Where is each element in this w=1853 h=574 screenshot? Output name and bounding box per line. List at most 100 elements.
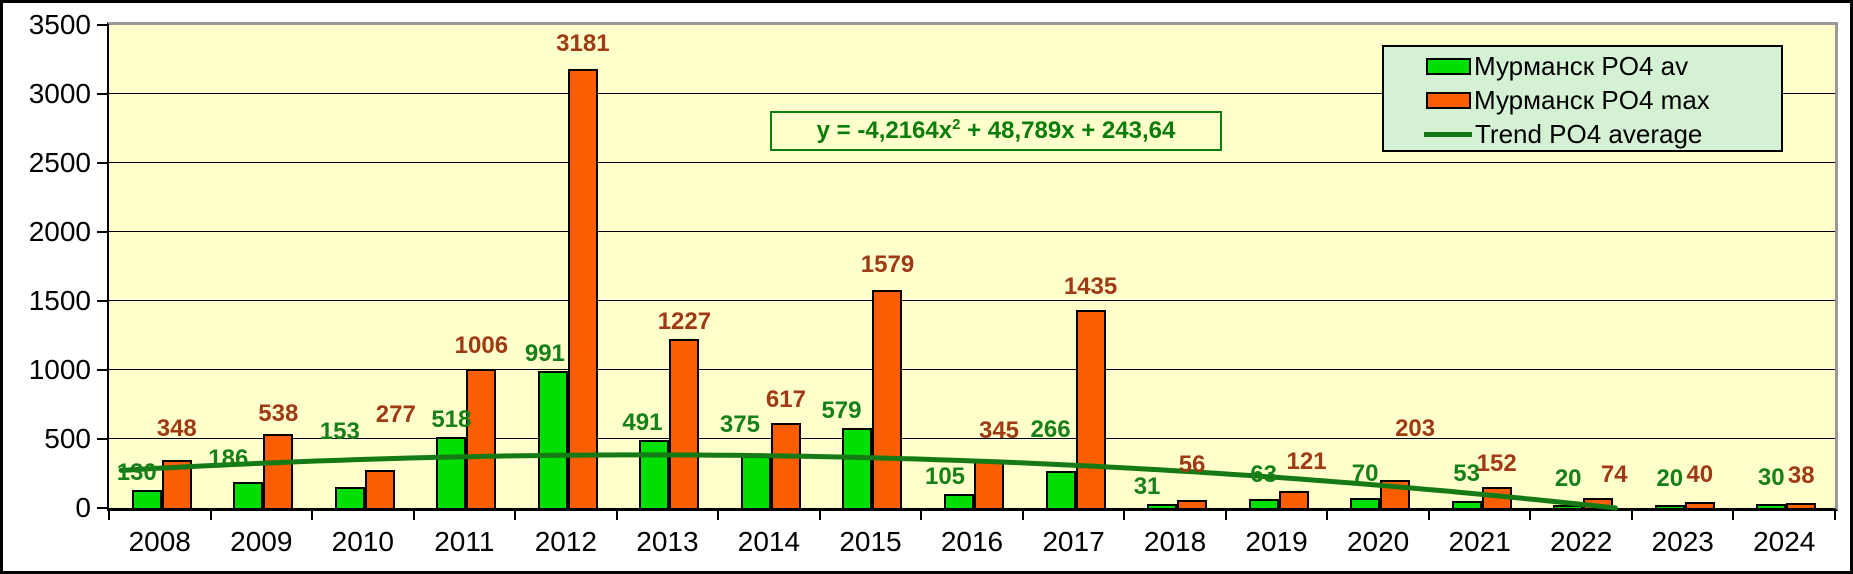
bar-max-2024	[1786, 502, 1817, 508]
x-axis-label-2021: 2021	[1448, 526, 1511, 557]
bar-av-2024	[1756, 503, 1787, 508]
legend: Мурманск PO4 av Мурманск PO4 max Trend P…	[1382, 45, 1783, 152]
bar-max-2020	[1380, 480, 1411, 508]
data-label-max-2015: 1579	[860, 251, 915, 279]
x-axis-label-2011: 2011	[434, 526, 495, 557]
y-axis-label-2500: 2500	[28, 147, 91, 178]
data-label-av-2020: 70	[1351, 460, 1379, 488]
x-axis-label-2020: 2020	[1346, 526, 1410, 557]
gridline-500	[109, 438, 1835, 439]
x-axis-tick-6	[717, 511, 720, 520]
data-label-av-2021: 53	[1453, 459, 1480, 487]
data-label-av-2009: 186	[208, 445, 249, 473]
gridline-3000	[109, 93, 1835, 94]
x-axis-tick-13	[1427, 511, 1430, 520]
bar-max-2019	[1278, 491, 1309, 508]
x-axis-tick-0	[108, 511, 110, 520]
data-label-max-2014: 617	[765, 385, 806, 413]
y-axis-tick-3000	[97, 93, 109, 95]
data-label-av-2016: 105	[924, 462, 966, 490]
y-axis-tick-3500	[97, 24, 109, 26]
bar-av-2016	[944, 493, 974, 508]
bar-av-2012	[537, 371, 568, 508]
bar-max-2009	[263, 433, 294, 508]
bar-max-2010	[364, 469, 395, 508]
bar-av-2018	[1147, 503, 1178, 508]
equation-exponent: 2	[952, 116, 961, 133]
y-axis-label-2000: 2000	[28, 216, 91, 247]
bar-max-2016	[974, 460, 1004, 508]
x-axis-label-2012: 2012	[534, 526, 598, 557]
gridline-2000	[109, 231, 1835, 232]
y-axis-label-3000: 3000	[28, 78, 91, 109]
bar-max-2011	[466, 369, 497, 508]
gridline-1000	[109, 369, 1835, 370]
x-axis-tick-11	[1224, 511, 1227, 520]
y-axis-tick-2000	[97, 231, 109, 233]
x-axis-label-2023: 2023	[1651, 526, 1714, 557]
data-label-max-2012: 3181	[556, 30, 610, 58]
x-axis-label-2022: 2022	[1550, 526, 1613, 557]
x-axis-label-2013: 2013	[636, 526, 699, 557]
data-label-max-2008: 348	[156, 414, 197, 442]
bar-max-2018	[1177, 500, 1208, 508]
data-label-av-2015: 579	[821, 397, 862, 425]
x-axis-tick-9	[1021, 511, 1024, 520]
legend-trendline-icon	[1424, 131, 1472, 137]
legend-swatch-av-icon	[1426, 57, 1471, 75]
y-axis-tick-0	[97, 507, 109, 509]
data-label-av-2013: 491	[622, 409, 663, 437]
x-axis-label-2010: 2010	[331, 526, 394, 557]
bar-av-2011	[436, 436, 467, 508]
y-axis-tick-2500	[97, 162, 109, 164]
bar-av-2019	[1248, 499, 1279, 508]
x-axis-label-2009: 2009	[230, 526, 293, 557]
x-axis-label-2018: 2018	[1143, 526, 1207, 557]
x-axis-tick-1	[209, 511, 212, 520]
bar-av-2008	[131, 490, 162, 508]
bar-av-2009	[233, 482, 264, 508]
bar-max-2012	[567, 69, 598, 508]
x-axis-label-2017: 2017	[1042, 526, 1105, 557]
y-axis-label-1500: 1500	[28, 285, 91, 316]
data-label-av-2022: 20	[1554, 465, 1582, 493]
data-label-max-2020: 203	[1395, 415, 1436, 442]
bar-av-2021	[1451, 500, 1482, 508]
bar-av-2010	[334, 486, 365, 508]
data-label-av-2012: 991	[524, 340, 565, 368]
x-axis-tick-8	[920, 511, 923, 520]
bar-max-2022	[1583, 497, 1614, 508]
x-axis-label-2015: 2015	[839, 526, 902, 557]
bar-av-2013	[639, 440, 670, 508]
bar-max-2014	[770, 422, 801, 508]
data-label-max-2013: 1227	[657, 307, 712, 335]
trend-equation-box: y = -4,2164x2 + 48,789x + 243,64	[770, 111, 1222, 151]
bar-av-2022	[1553, 505, 1584, 508]
data-label-max-2009: 538	[258, 399, 299, 427]
y-axis-tick-500	[97, 438, 109, 440]
data-label-av-2019: 63	[1250, 461, 1277, 489]
data-label-av-2023: 20	[1656, 465, 1684, 493]
y-axis-label-1000: 1000	[28, 354, 91, 385]
gridline-1500	[109, 300, 1835, 301]
y-axis-label-500: 500	[44, 423, 91, 454]
data-label-av-2024: 30	[1757, 463, 1785, 491]
x-axis-tick-10	[1123, 511, 1126, 520]
bar-av-2014	[740, 456, 771, 508]
bar-max-2021	[1481, 487, 1512, 508]
data-label-av-2011: 518	[431, 405, 472, 433]
x-axis-tick-4	[514, 511, 517, 520]
y-axis-tick-1500	[97, 300, 109, 302]
x-axis-tick-5	[615, 511, 618, 520]
x-axis-tick-2	[311, 511, 314, 520]
x-axis-tick-17	[1834, 511, 1836, 520]
legend-label-trend: Trend PO4 average	[1475, 118, 1703, 149]
data-label-max-2022: 74	[1600, 460, 1628, 488]
data-label-av-2014: 375	[719, 411, 760, 439]
data-label-max-2010: 277	[375, 400, 416, 428]
legend-item-trend: Trend PO4 average	[1424, 117, 1781, 151]
x-axis-label-2016: 2016	[940, 526, 1004, 557]
equation-text-pre: y = -4,2164x	[816, 117, 953, 144]
legend-item-av: Мурманск PO4 av	[1426, 49, 1781, 83]
